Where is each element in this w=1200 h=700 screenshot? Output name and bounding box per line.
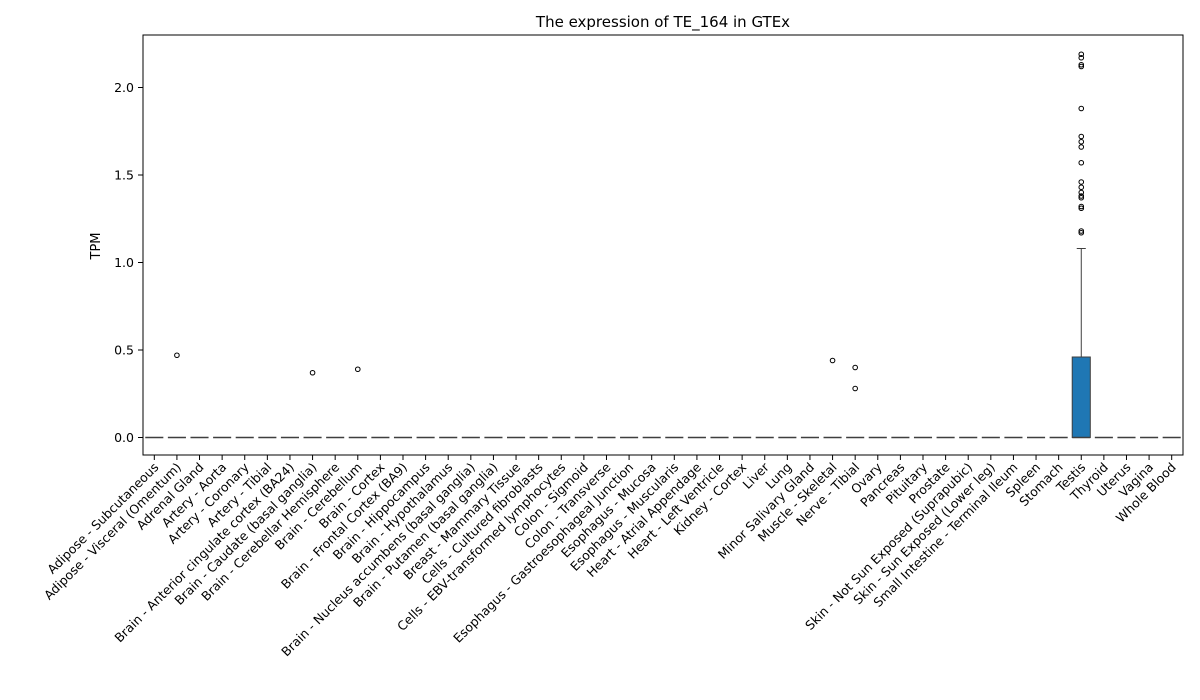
box-body — [1071, 356, 1091, 438]
outlier-point — [1078, 159, 1085, 166]
outlier-point — [174, 352, 180, 359]
outlier-point — [1078, 51, 1085, 58]
box-group — [167, 352, 186, 439]
chart-title: The expression of TE_164 in GTEx — [535, 13, 790, 32]
outlier-point — [1078, 105, 1085, 112]
box-group — [303, 369, 322, 439]
box-group — [348, 366, 367, 439]
outlier-point — [1078, 203, 1085, 210]
outlier-point — [1078, 63, 1085, 70]
box-group — [846, 364, 865, 439]
outlier-point — [1078, 184, 1085, 191]
outlier-point — [829, 357, 836, 364]
y-axis: 0.0 0.5 1.0 1.5 2.0 — [114, 80, 143, 445]
box-group — [1071, 51, 1091, 439]
outlier-point — [1078, 179, 1085, 185]
outlier-point — [852, 364, 858, 371]
outlier-point — [1078, 194, 1085, 201]
y-axis-label: TPM — [89, 233, 104, 261]
outlier-point — [852, 385, 858, 392]
outlier-point — [1078, 193, 1085, 199]
boxes-layer — [145, 51, 1181, 439]
outlier-point — [1078, 144, 1085, 150]
outlier-point — [1078, 133, 1085, 140]
outlier-point — [1078, 61, 1085, 68]
outlier-point — [1078, 205, 1085, 212]
box-group — [823, 357, 842, 439]
outlier-point — [1078, 229, 1085, 236]
y-tick-label: 2.0 — [114, 80, 134, 95]
y-tick-label: 0.0 — [114, 430, 134, 445]
outlier-point — [1078, 138, 1085, 145]
outlier-point — [1078, 54, 1085, 61]
y-tick-label: 1.5 — [114, 168, 134, 183]
outlier-point — [309, 369, 316, 376]
outlier-point — [1078, 189, 1085, 196]
outlier-point — [354, 366, 361, 373]
x-tick-label: Adipose - Visceral (Omentum) — [41, 460, 184, 603]
y-tick-label: 1.0 — [114, 255, 134, 270]
plot-frame — [142, 34, 1184, 456]
outlier-point — [1078, 228, 1085, 234]
y-tick-label: 0.5 — [114, 343, 134, 358]
